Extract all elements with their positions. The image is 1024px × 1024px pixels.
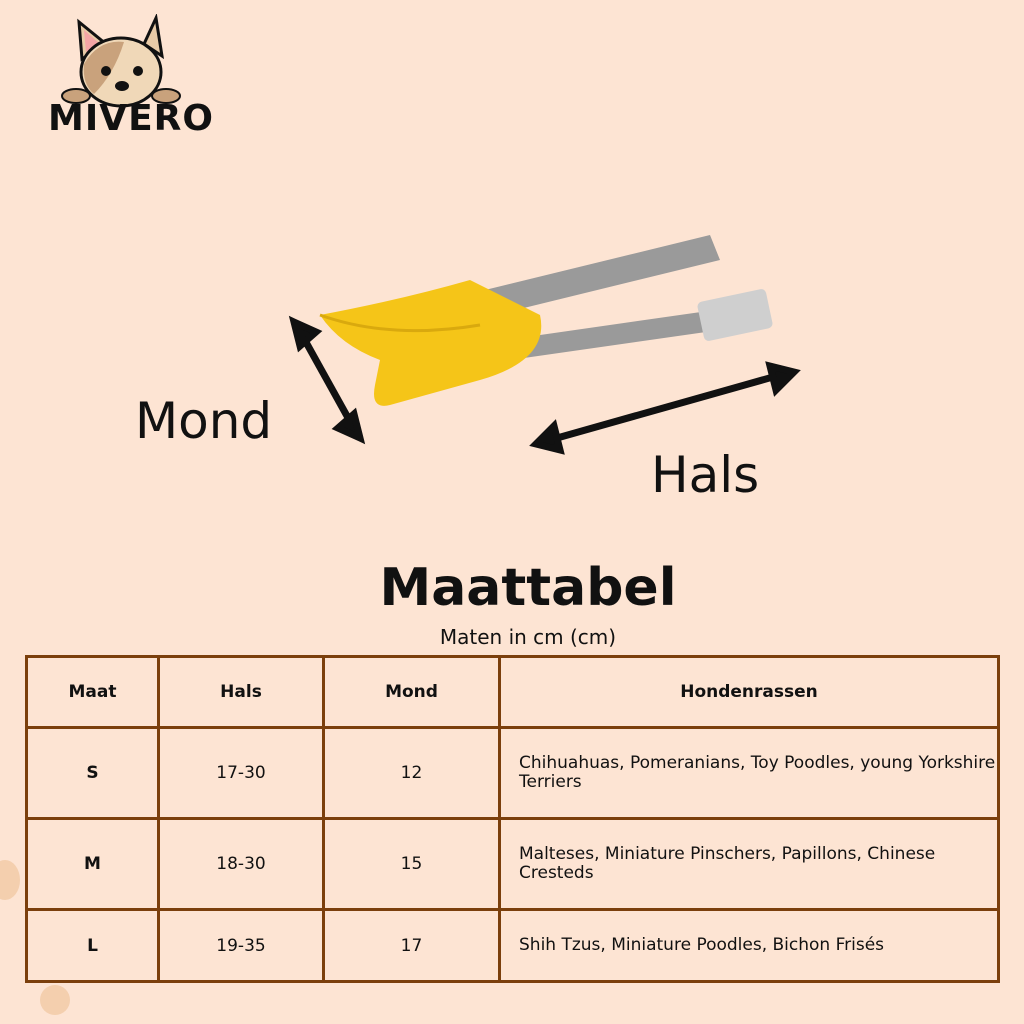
cell-mond: 12 [322,726,501,820]
header-mond: Mond [322,655,501,729]
cell-mond: 15 [322,817,501,911]
mond-measure-label: Mond [135,392,273,450]
cell-hals: 17-30 [157,726,325,820]
cell-size: M [25,817,160,911]
muzzle-product-image [288,235,801,455]
hals-measure-label: Hals [651,446,760,504]
cell-hals: 19-35 [157,908,325,983]
cell-mond: 17 [322,908,501,983]
cell-size: S [25,726,160,820]
cell-breeds: Shih Tzus, Miniature Poodles, Bichon Fri… [498,908,1000,983]
cell-hals: 18-30 [157,817,325,911]
table-header-row: Maat Hals Mond Hondenrassen [25,655,1000,729]
cell-breeds: Chihuahuas, Pomeranians, Toy Poodles, yo… [498,726,1000,820]
cell-breeds: Malteses, Miniature Pinschers, Papillons… [498,817,1000,911]
table-row: L 19-35 17 Shih Tzus, Miniature Poodles,… [25,908,1000,983]
paw-decoration [0,860,20,900]
table-row: S 17-30 12 Chihuahuas, Pomeranians, Toy … [25,726,1000,820]
header-hondenrassen: Hondenrassen [498,655,1000,729]
header-maat: Maat [25,655,160,729]
cell-size: L [25,908,160,983]
header-hals: Hals [157,655,325,729]
size-chart-title: Maattabel [379,558,677,618]
size-table: Maat Hals Mond Hondenrassen S 17-30 12 C… [25,655,1000,983]
brand-logo-text: MIVERO [48,98,214,139]
dog-logo-icon [61,14,181,108]
size-chart-subtitle: Maten in cm (cm) [439,625,617,649]
table-row: M 18-30 15 Malteses, Miniature Pinschers… [25,817,1000,911]
paw-decoration [40,985,70,1015]
